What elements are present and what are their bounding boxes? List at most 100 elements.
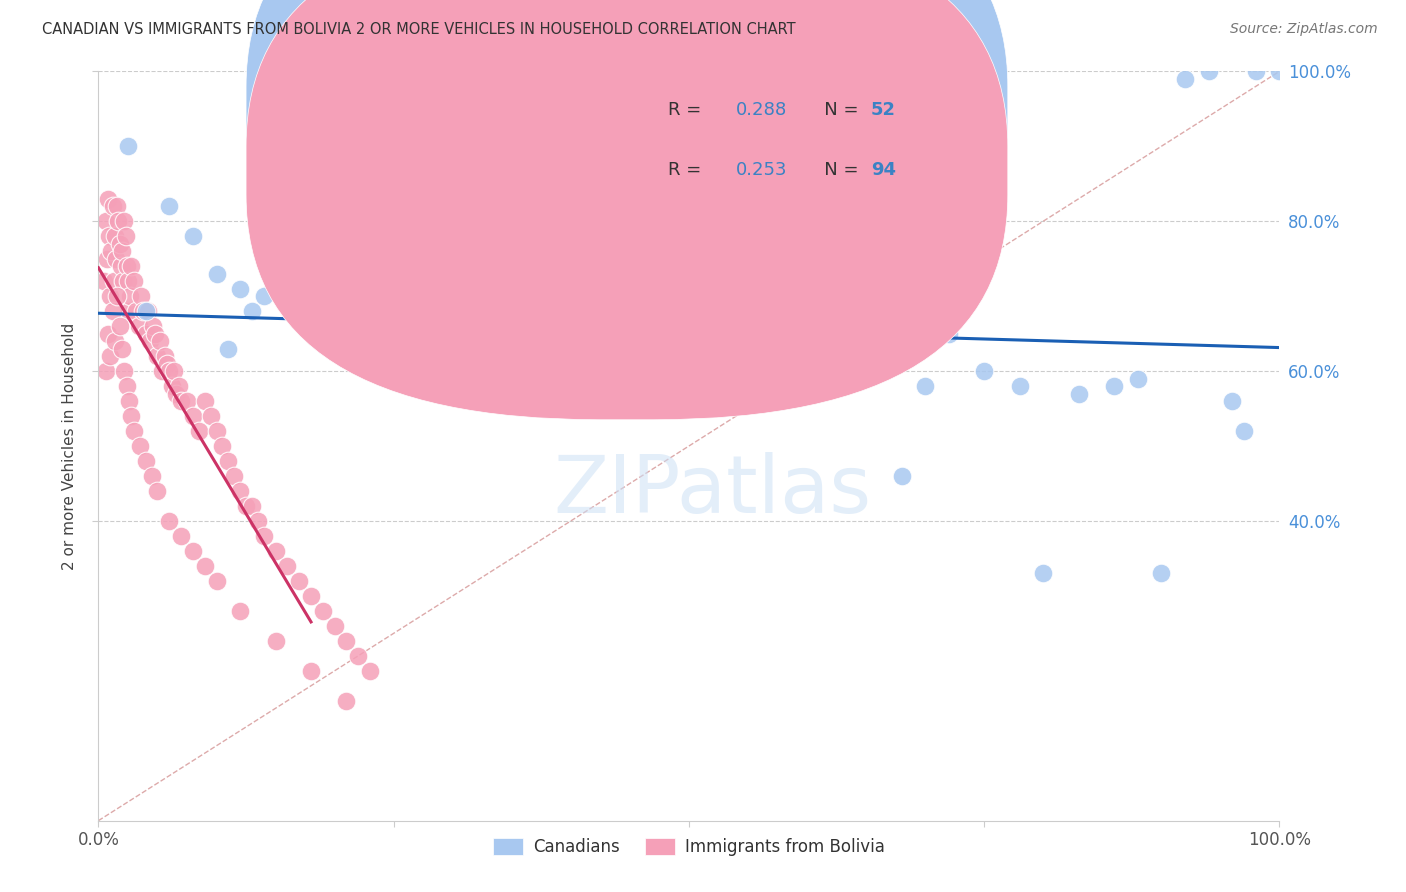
Point [104,229,127,244]
Point [120,289,142,303]
Point [1198,64,1220,78]
Point [382,342,405,356]
Point [118,304,141,318]
Point [264,633,287,648]
Point [299,664,322,678]
Point [607,342,630,356]
Point [288,304,311,318]
Text: R =: R = [668,102,707,120]
Point [194,558,217,573]
Point [114,229,136,244]
Point [181,409,204,423]
Point [914,379,936,393]
Point [94,364,117,378]
Point [1268,64,1291,78]
Point [146,483,169,498]
Point [112,214,135,228]
Point [737,379,759,393]
Point [205,424,228,438]
Point [224,469,246,483]
Point [501,342,523,356]
Point [229,282,252,296]
Point [110,259,132,273]
Point [115,379,138,393]
Point [264,544,287,558]
Text: 0.288: 0.288 [737,102,787,120]
Point [702,326,724,341]
Point [157,514,180,528]
Point [125,304,148,318]
Point [1244,64,1267,78]
Point [441,342,464,356]
Point [240,499,263,513]
Point [98,289,121,303]
Point [1174,71,1197,86]
Point [160,379,183,393]
FancyBboxPatch shape [246,0,1008,420]
Point [105,199,128,213]
Point [253,289,276,303]
Point [229,483,252,498]
Point [146,349,169,363]
Point [796,304,818,318]
Point [1220,394,1243,409]
Point [1067,386,1090,401]
Point [890,469,912,483]
Point [536,326,558,341]
Text: Source: ZipAtlas.com: Source: ZipAtlas.com [1230,22,1378,37]
Point [240,304,263,318]
Point [165,386,187,401]
Point [323,304,346,318]
Point [101,304,124,318]
Point [142,319,165,334]
Point [128,319,150,334]
Point [973,364,995,378]
Point [157,364,180,378]
Point [122,424,145,438]
Point [118,394,141,409]
FancyBboxPatch shape [571,78,949,210]
Text: CANADIAN VS IMMIGRANTS FROM BOLIVIA 2 OR MORE VEHICLES IN HOUSEHOLD CORRELATION : CANADIAN VS IMMIGRANTS FROM BOLIVIA 2 OR… [42,22,796,37]
Point [229,604,252,618]
Point [187,424,209,438]
Point [1233,424,1256,438]
Point [1032,566,1054,581]
Point [136,304,159,318]
Point [347,304,370,318]
Point [135,304,157,318]
Point [200,409,222,423]
Point [170,529,193,543]
Point [97,192,120,206]
Point [107,214,129,228]
Point [772,371,794,385]
Point [335,694,357,708]
Point [1150,566,1173,581]
Point [93,274,115,288]
Point [156,357,179,371]
Point [111,342,134,356]
Point [105,252,128,266]
Legend: Canadians, Immigrants from Bolivia: Canadians, Immigrants from Bolivia [485,830,893,864]
Point [938,326,960,341]
Point [299,319,322,334]
Point [347,648,370,663]
Point [465,364,488,378]
Point [211,439,233,453]
Point [855,357,877,371]
Point [98,229,121,244]
Point [104,334,127,348]
Point [217,454,239,468]
Point [1126,371,1149,385]
Point [1102,379,1125,393]
Point [135,326,157,341]
Point [97,326,120,341]
Point [335,633,357,648]
Text: 0.253: 0.253 [737,161,787,179]
Point [135,454,157,468]
Point [143,326,166,341]
Point [1008,379,1031,393]
Point [312,604,335,618]
Point [217,342,239,356]
Point [678,364,700,378]
Point [253,529,276,543]
